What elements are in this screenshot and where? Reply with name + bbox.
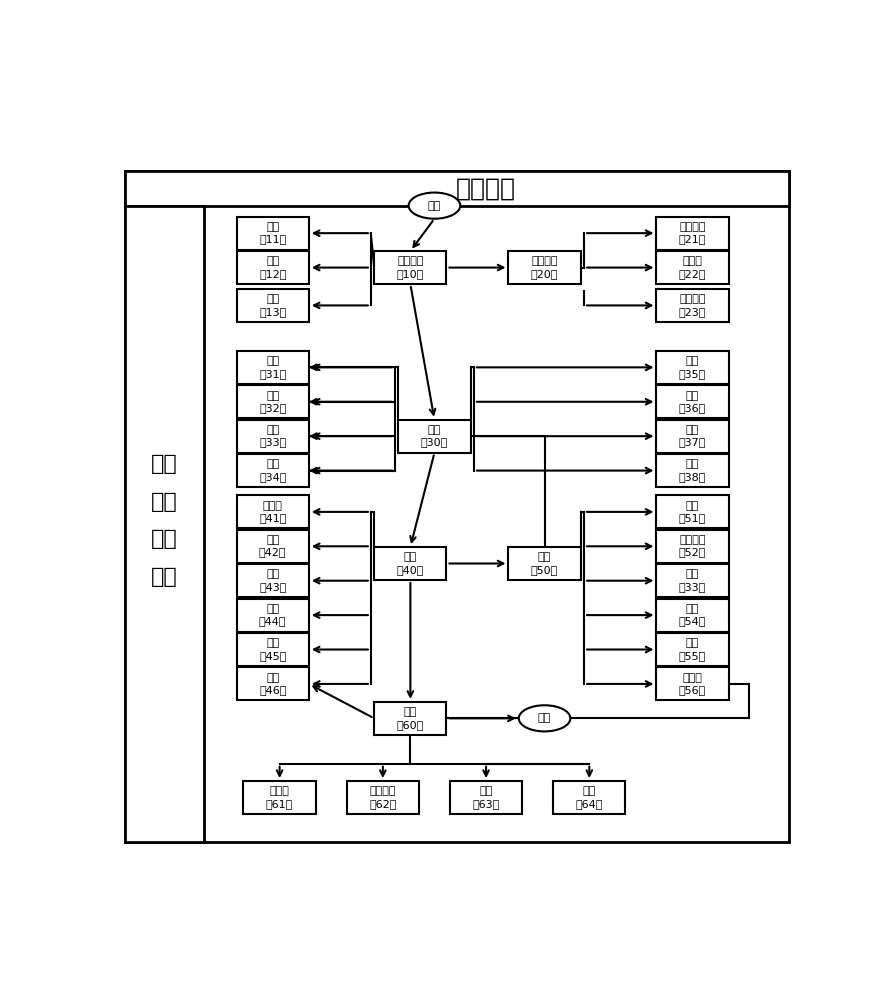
FancyBboxPatch shape (656, 633, 729, 666)
FancyBboxPatch shape (236, 289, 309, 322)
FancyBboxPatch shape (656, 564, 729, 597)
FancyBboxPatch shape (450, 781, 522, 814)
FancyBboxPatch shape (399, 420, 471, 453)
Text: 计算项目
（23）: 计算项目 （23） (678, 294, 706, 317)
Bar (124, 206, 204, 842)
Text: 展示
（60）: 展示 （60） (397, 707, 424, 730)
FancyBboxPatch shape (656, 351, 729, 384)
FancyBboxPatch shape (509, 251, 581, 284)
FancyBboxPatch shape (656, 530, 729, 563)
Text: 手动
（38）: 手动 （38） (678, 459, 706, 482)
Text: 特殊班次
（62）: 特殊班次 （62） (369, 786, 397, 809)
FancyBboxPatch shape (656, 454, 729, 487)
Text: 差异性
（56）: 差异性 （56） (679, 673, 706, 695)
Text: 自主
（37）: 自主 （37） (678, 425, 706, 447)
FancyBboxPatch shape (374, 702, 447, 735)
Text: 外院
（12）: 外院 （12） (259, 256, 287, 279)
Text: 固定
（34）: 固定 （34） (259, 459, 287, 482)
Text: 调班
（36）: 调班 （36） (679, 391, 706, 413)
Text: 结束: 结束 (538, 713, 551, 723)
Text: 预警
（42）: 预警 （42） (259, 535, 287, 557)
Text: 工时
（33）: 工时 （33） (679, 570, 706, 592)
FancyBboxPatch shape (374, 547, 447, 580)
Text: 轮转
（13）: 轮转 （13） (259, 294, 286, 317)
Text: 排班表
（61）: 排班表 （61） (266, 786, 293, 809)
Text: 报目
（43）: 报目 （43） (259, 570, 287, 592)
Text: 排班系统: 排班系统 (456, 176, 516, 200)
FancyBboxPatch shape (656, 385, 729, 418)
FancyBboxPatch shape (656, 495, 729, 528)
FancyBboxPatch shape (236, 385, 309, 418)
Text: 排班记录
（21）: 排班记录 （21） (678, 222, 706, 244)
Text: 请假
（35）: 请假 （35） (679, 356, 706, 379)
FancyBboxPatch shape (236, 251, 309, 284)
FancyBboxPatch shape (656, 667, 729, 700)
FancyBboxPatch shape (236, 454, 309, 487)
FancyBboxPatch shape (656, 289, 729, 322)
FancyBboxPatch shape (656, 599, 729, 632)
Text: 本院
（11）: 本院 （11） (259, 222, 286, 244)
Text: 能级
（51）: 能级 （51） (679, 501, 706, 523)
Text: 比核
（45）: 比核 （45） (259, 638, 287, 661)
Text: 接排班
（41）: 接排班 （41） (259, 501, 287, 523)
Text: 分组
（32）: 分组 （32） (259, 391, 287, 413)
Text: 假期
（54）: 假期 （54） (678, 604, 706, 626)
FancyBboxPatch shape (656, 420, 729, 453)
Bar (124, 171, 789, 206)
FancyBboxPatch shape (346, 781, 419, 814)
Text: 调拨
（46）: 调拨 （46） (259, 673, 287, 695)
Ellipse shape (408, 193, 460, 219)
FancyBboxPatch shape (236, 420, 309, 453)
FancyBboxPatch shape (236, 633, 309, 666)
FancyBboxPatch shape (243, 781, 316, 814)
Text: 校对班次
（20）: 校对班次 （20） (531, 256, 559, 279)
Ellipse shape (519, 705, 570, 731)
FancyBboxPatch shape (374, 251, 447, 284)
Text: 规划: 规划 (151, 529, 178, 549)
Text: 排班
（30）: 排班 （30） (421, 425, 448, 447)
Text: 分析
（40）: 分析 （40） (397, 552, 424, 575)
Text: 平台: 平台 (151, 567, 178, 587)
Text: 床位
（44）: 床位 （44） (259, 604, 287, 626)
Text: 护理: 护理 (151, 454, 178, 474)
Text: 科室档案
（10）: 科室档案 （10） (397, 256, 424, 279)
FancyBboxPatch shape (236, 217, 309, 250)
Text: 资源: 资源 (151, 492, 178, 512)
Text: 计算
（50）: 计算 （50） (531, 552, 559, 575)
FancyBboxPatch shape (236, 599, 309, 632)
Text: 班次
（31）: 班次 （31） (259, 356, 286, 379)
FancyBboxPatch shape (236, 351, 309, 384)
Text: 开始: 开始 (428, 201, 441, 211)
FancyBboxPatch shape (236, 530, 309, 563)
FancyBboxPatch shape (656, 217, 729, 250)
Text: 班套
（33）: 班套 （33） (259, 425, 286, 447)
Text: 工作年限
（52）: 工作年限 （52） (678, 535, 706, 557)
Text: 欠休
（55）: 欠休 （55） (679, 638, 706, 661)
FancyBboxPatch shape (236, 495, 309, 528)
Text: 兼职
（63）: 兼职 （63） (472, 786, 500, 809)
Text: 不在岗
（22）: 不在岗 （22） (678, 256, 706, 279)
Text: 带教
（64）: 带教 （64） (575, 786, 603, 809)
FancyBboxPatch shape (236, 667, 309, 700)
FancyBboxPatch shape (236, 564, 309, 597)
FancyBboxPatch shape (509, 547, 581, 580)
FancyBboxPatch shape (656, 251, 729, 284)
FancyBboxPatch shape (553, 781, 625, 814)
